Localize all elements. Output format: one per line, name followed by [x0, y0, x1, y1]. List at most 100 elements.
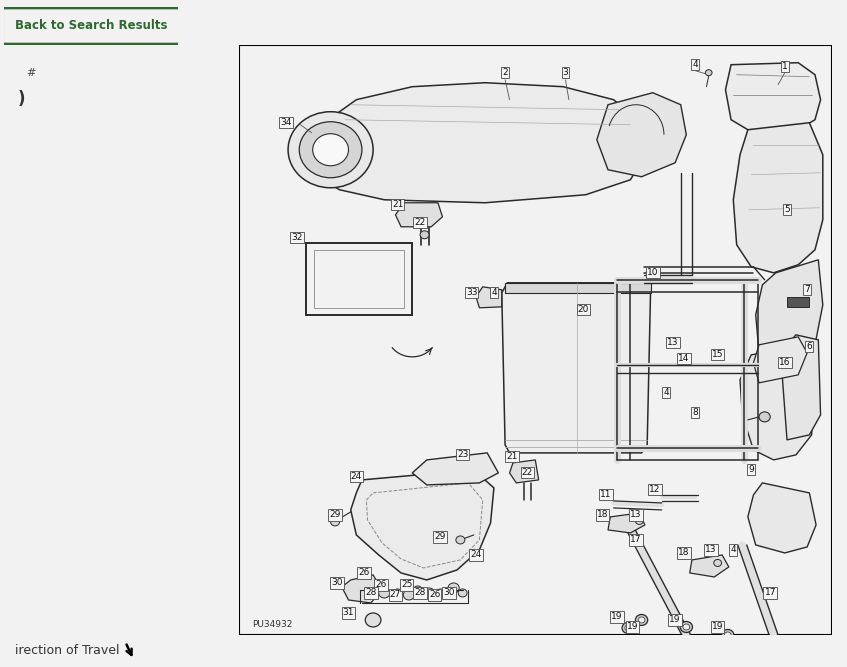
- Text: 29: 29: [435, 532, 446, 542]
- Circle shape: [313, 133, 348, 165]
- Text: irection of Travel: irection of Travel: [15, 644, 119, 658]
- FancyBboxPatch shape: [3, 8, 180, 44]
- Text: 5: 5: [784, 205, 790, 214]
- Text: 19: 19: [627, 622, 639, 632]
- Polygon shape: [510, 460, 539, 483]
- Circle shape: [683, 624, 689, 630]
- Polygon shape: [748, 483, 817, 553]
- Text: 19: 19: [669, 616, 681, 624]
- Circle shape: [458, 589, 467, 597]
- Circle shape: [330, 518, 340, 526]
- Text: 16: 16: [779, 358, 790, 368]
- Text: 29: 29: [329, 510, 340, 520]
- Text: PU34932: PU34932: [252, 620, 293, 629]
- Text: 26: 26: [375, 580, 386, 590]
- Circle shape: [706, 70, 712, 75]
- Text: 28: 28: [365, 588, 377, 598]
- Text: 18: 18: [678, 548, 689, 558]
- Polygon shape: [396, 203, 442, 227]
- Text: 7: 7: [805, 285, 810, 294]
- Text: 17: 17: [765, 588, 776, 598]
- Circle shape: [625, 625, 632, 631]
- Text: 26: 26: [358, 568, 370, 578]
- Circle shape: [639, 617, 645, 623]
- Circle shape: [424, 588, 435, 598]
- Text: 15: 15: [711, 350, 723, 360]
- Circle shape: [435, 589, 445, 597]
- Text: 24: 24: [351, 472, 362, 482]
- Polygon shape: [342, 575, 382, 603]
- Polygon shape: [740, 347, 815, 460]
- Text: 3: 3: [562, 68, 568, 77]
- Polygon shape: [734, 123, 822, 273]
- Text: 25: 25: [401, 580, 412, 590]
- Text: 4: 4: [491, 288, 496, 297]
- Circle shape: [759, 412, 770, 422]
- Circle shape: [393, 589, 402, 597]
- Circle shape: [299, 121, 362, 177]
- Text: 31: 31: [343, 608, 354, 618]
- Polygon shape: [351, 470, 494, 580]
- Text: 6: 6: [806, 342, 812, 352]
- Circle shape: [413, 586, 423, 594]
- Circle shape: [622, 622, 634, 634]
- Text: 19: 19: [612, 612, 623, 622]
- Polygon shape: [782, 335, 821, 440]
- Text: 27: 27: [390, 590, 401, 600]
- Text: 33: 33: [466, 288, 478, 297]
- Text: 26: 26: [429, 590, 440, 600]
- Text: 13: 13: [667, 338, 678, 348]
- Circle shape: [420, 231, 429, 239]
- Text: 32: 32: [291, 233, 302, 242]
- Text: 30: 30: [444, 588, 455, 598]
- Text: ): ): [18, 90, 25, 108]
- Circle shape: [635, 518, 643, 524]
- Text: 21: 21: [507, 452, 518, 462]
- Circle shape: [456, 536, 465, 544]
- Circle shape: [635, 614, 648, 626]
- Text: 12: 12: [650, 486, 661, 494]
- Text: 8: 8: [692, 408, 698, 418]
- Text: 22: 22: [414, 218, 426, 227]
- Text: 23: 23: [457, 450, 468, 460]
- Text: 19: 19: [711, 622, 723, 632]
- Circle shape: [403, 590, 414, 600]
- Polygon shape: [608, 513, 645, 533]
- Text: 21: 21: [392, 200, 403, 209]
- Text: 30: 30: [331, 578, 343, 588]
- Circle shape: [288, 111, 373, 188]
- Text: 18: 18: [596, 510, 608, 520]
- Polygon shape: [505, 283, 650, 293]
- Text: 1: 1: [782, 62, 788, 71]
- Bar: [787, 297, 810, 307]
- Text: 4: 4: [693, 60, 698, 69]
- Text: 4: 4: [730, 546, 736, 554]
- Circle shape: [448, 583, 459, 593]
- Polygon shape: [597, 93, 686, 177]
- Polygon shape: [412, 453, 498, 485]
- Text: #: #: [25, 67, 36, 77]
- Text: 28: 28: [414, 588, 426, 598]
- Text: 20: 20: [578, 305, 590, 314]
- Circle shape: [714, 560, 722, 566]
- Polygon shape: [476, 287, 501, 308]
- Text: 13: 13: [630, 510, 642, 520]
- Circle shape: [365, 613, 381, 627]
- Text: 9: 9: [749, 466, 754, 474]
- Text: Back to Search Results: Back to Search Results: [14, 19, 168, 32]
- Circle shape: [722, 630, 734, 640]
- Text: 24: 24: [470, 550, 482, 560]
- Polygon shape: [315, 83, 647, 203]
- Text: 14: 14: [678, 354, 689, 364]
- Text: 10: 10: [647, 268, 658, 277]
- Text: 13: 13: [706, 546, 717, 554]
- Polygon shape: [689, 555, 728, 577]
- Text: 4: 4: [663, 388, 669, 398]
- Circle shape: [724, 632, 731, 638]
- Text: 17: 17: [630, 536, 642, 544]
- Polygon shape: [726, 63, 821, 135]
- Text: 2: 2: [502, 68, 508, 77]
- Polygon shape: [754, 337, 807, 383]
- Text: 34: 34: [280, 118, 291, 127]
- Text: 22: 22: [522, 468, 533, 478]
